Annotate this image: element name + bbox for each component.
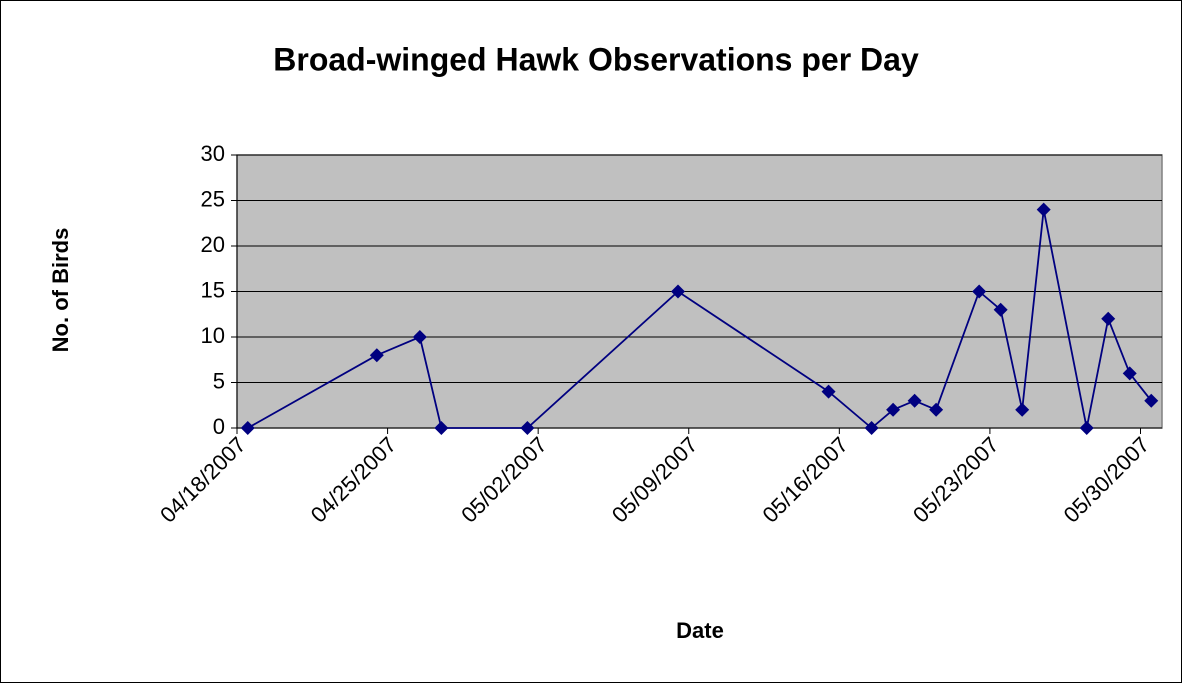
data-point bbox=[1144, 393, 1159, 408]
data-point bbox=[993, 302, 1008, 317]
data-point bbox=[520, 421, 535, 435]
data-point bbox=[240, 421, 255, 435]
data-point bbox=[929, 402, 944, 417]
data-point bbox=[886, 402, 901, 417]
y-tick-label: 0 bbox=[213, 414, 225, 439]
data-point bbox=[1079, 421, 1094, 435]
data-point bbox=[821, 384, 836, 399]
data-point bbox=[864, 421, 879, 435]
y-tick-label: 30 bbox=[201, 141, 225, 166]
data-point bbox=[907, 393, 922, 408]
data-point bbox=[412, 330, 427, 344]
y-tick-label: 5 bbox=[213, 368, 225, 393]
y-tick-label: 25 bbox=[201, 186, 225, 211]
chart-title: Broad-winged Hawk Observations per Day bbox=[273, 41, 919, 77]
data-point bbox=[1101, 311, 1116, 326]
y-axis-label: No. of Birds bbox=[48, 228, 73, 353]
y-tick-label: 15 bbox=[201, 277, 225, 302]
data-point bbox=[1036, 202, 1051, 217]
data-point bbox=[670, 284, 685, 299]
data-point bbox=[1015, 402, 1030, 417]
data-point bbox=[369, 348, 384, 363]
y-tick-label: 20 bbox=[201, 232, 225, 257]
data-point bbox=[1122, 366, 1137, 381]
x-axis-label: Date bbox=[676, 618, 724, 643]
data-point bbox=[434, 421, 449, 435]
y-tick-label: 10 bbox=[201, 323, 225, 348]
data-point bbox=[972, 284, 987, 299]
